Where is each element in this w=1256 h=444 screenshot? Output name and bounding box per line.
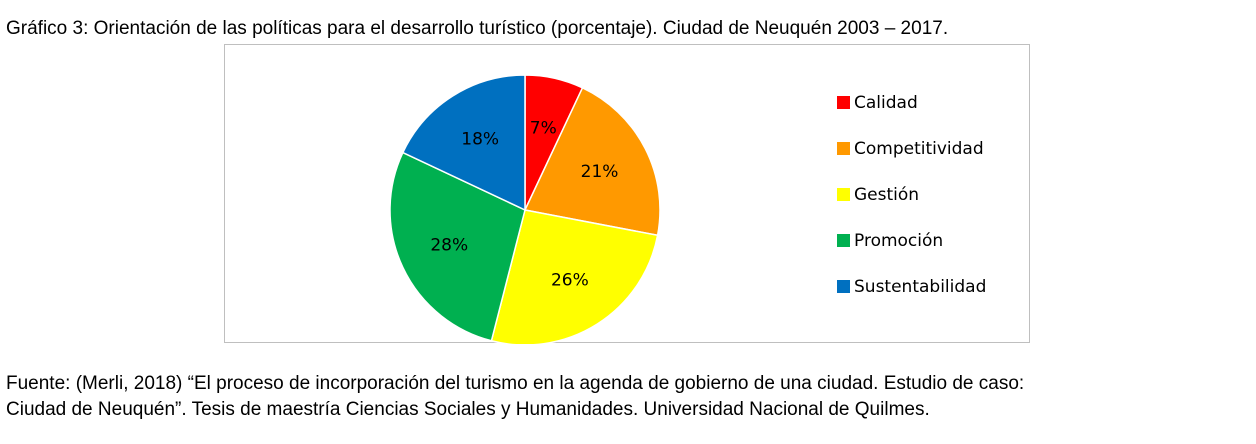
data-label-gestion: 26% bbox=[551, 271, 589, 291]
legend-label-competitividad: Competitividad bbox=[854, 139, 984, 159]
source-line-2: Ciudad de Neuquén”. Tesis de maestría Ci… bbox=[6, 399, 930, 420]
legend-label-promocion: Promoción bbox=[854, 231, 943, 251]
source-line-1: Fuente: (Merli, 2018) “El proceso de inc… bbox=[6, 373, 1025, 394]
legend-swatch-competitividad bbox=[837, 142, 850, 155]
pie-slice-gestion bbox=[490, 209, 659, 344]
data-label-calidad: 7% bbox=[530, 118, 557, 138]
legend-label-sustentabilidad: Sustentabilidad bbox=[854, 277, 986, 297]
legend-swatch-gestion bbox=[837, 188, 850, 201]
data-label-competitividad: 21% bbox=[581, 162, 619, 182]
legend-swatch-promocion bbox=[837, 234, 850, 247]
pie-slice-promocion bbox=[389, 151, 526, 342]
legend-swatch-sustentabilidad bbox=[837, 280, 850, 293]
pie-chart: 7% 21% 26% 28% 18% Calidad Competitividad Gest… bbox=[389, 74, 986, 344]
legend-label-gestion: Gestión bbox=[854, 185, 919, 205]
pie-slice-competitividad bbox=[523, 86, 661, 237]
data-label-promocion: 28% bbox=[430, 236, 468, 256]
legend-swatch-calidad bbox=[837, 96, 850, 109]
chart-title: Gráfico 3: Orientación de las políticas … bbox=[6, 18, 949, 39]
data-label-sustentabilidad: 18% bbox=[461, 129, 499, 149]
chart-area: 7% 21% 26% 28% 18% Calidad Competitividad Gest… bbox=[224, 44, 1030, 344]
source-note: Fuente: (Merli, 2018) “El proceso de inc… bbox=[6, 371, 1254, 423]
pie-slices bbox=[389, 74, 661, 344]
legend: Calidad Competitividad Gestión Promoción Sus… bbox=[837, 93, 986, 297]
legend-label-calidad: Calidad bbox=[854, 93, 918, 113]
pie-slice-sustentabilidad bbox=[401, 74, 526, 212]
pie-slice-labels: 7% 21% 26% 28% 18% bbox=[430, 118, 618, 290]
